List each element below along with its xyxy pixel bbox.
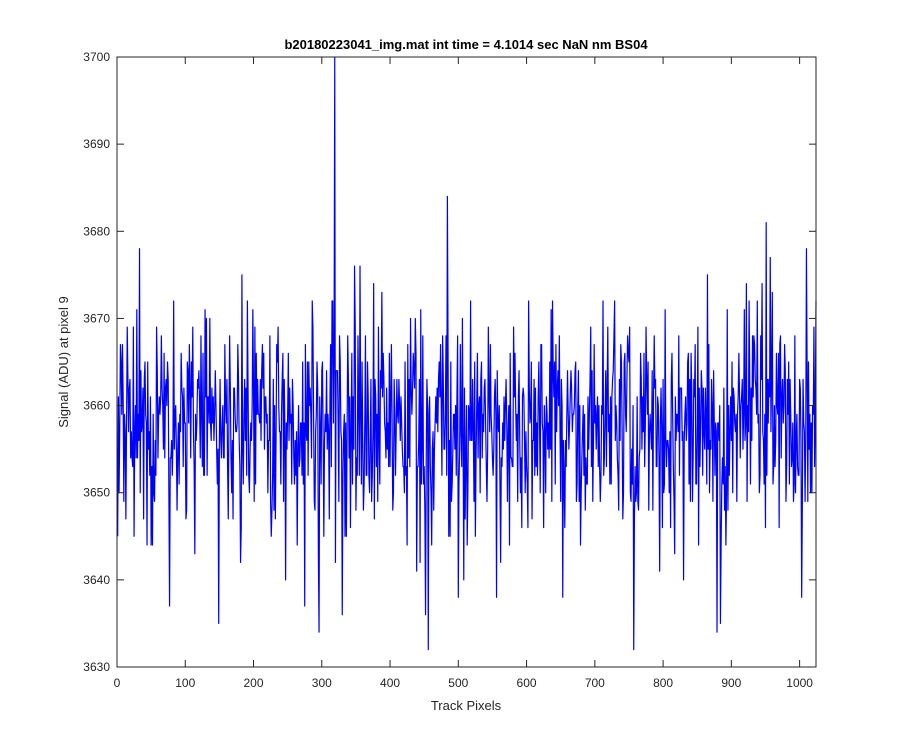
signal-series-line [117, 56, 817, 651]
y-tick-label: 3650 [83, 486, 110, 500]
x-tick-label: 200 [244, 676, 264, 690]
plot-area [116, 56, 817, 668]
y-axis-label: Signal (ADU) at pixel 9 [56, 296, 71, 428]
x-tick-label: 900 [721, 676, 741, 690]
y-tick-label: 3680 [83, 224, 110, 238]
x-tick-label: 700 [585, 676, 605, 690]
y-axis: 3630 3640 3650 3660 3670 3680 3690 3700 [83, 50, 816, 674]
y-tick-label: 3700 [83, 50, 110, 64]
x-tick-label: 400 [380, 676, 400, 690]
x-tick-label: 800 [653, 676, 673, 690]
chart-title: b20180223041_img.mat int time = 4.1014 s… [284, 37, 648, 52]
x-tick-label: 0 [114, 676, 121, 690]
y-tick-label: 3640 [83, 573, 110, 587]
x-axis-label: Track Pixels [431, 698, 502, 713]
series-layer [117, 56, 817, 651]
y-tick-label: 3660 [83, 399, 110, 413]
y-tick-label: 3630 [83, 660, 110, 674]
x-tick-label: 300 [312, 676, 332, 690]
x-tick-label: 1000 [786, 676, 813, 690]
x-tick-label: 500 [448, 676, 468, 690]
y-tick-label: 3690 [83, 137, 110, 151]
x-axis: 0 100 200 300 400 500 600 700 800 900 1000 [114, 57, 813, 690]
x-tick-label: 100 [175, 676, 195, 690]
x-tick-label: 600 [517, 676, 537, 690]
y-tick-label: 3670 [83, 311, 110, 325]
